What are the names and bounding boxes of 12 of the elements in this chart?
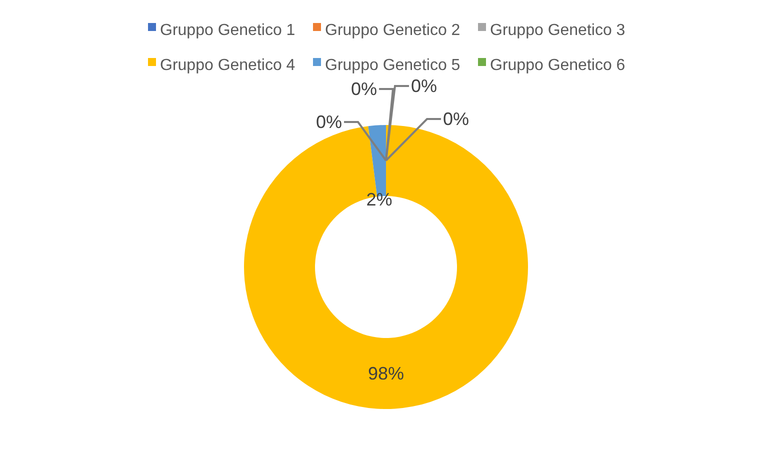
text: 0% xyxy=(411,76,438,96)
legend-label: Gruppo Genetico 2 xyxy=(325,22,460,40)
legend-label: Gruppo Genetico 6 xyxy=(490,57,626,74)
legend-label: Gruppo Genetico 3 xyxy=(490,22,626,40)
legend-label: Gruppo Genetico 1 xyxy=(160,22,296,40)
text: 0% xyxy=(350,79,377,99)
text: 0% xyxy=(443,109,470,129)
data-label: 2% xyxy=(366,190,392,210)
text: 0% xyxy=(316,112,342,132)
legend-label: Gruppo Genetico 4 xyxy=(160,57,296,74)
legend-label: Gruppo Genetico 5 xyxy=(325,57,460,74)
data-label: 98% xyxy=(368,364,404,384)
